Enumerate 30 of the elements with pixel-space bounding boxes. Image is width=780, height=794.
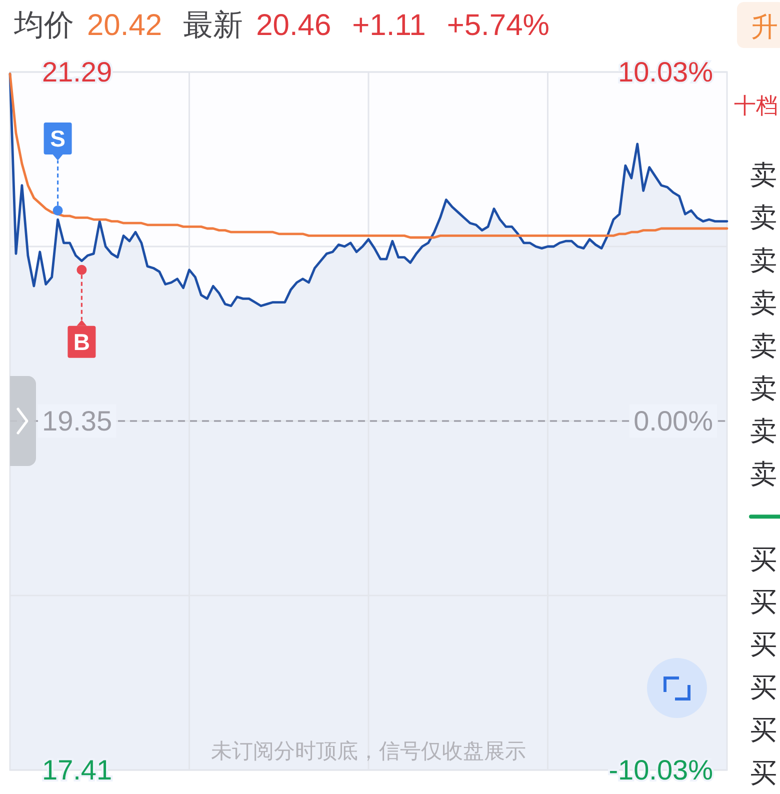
text: 卖 — [750, 288, 777, 318]
text: 20.46 — [256, 9, 332, 42]
y2-tick-label: 10.03% — [618, 56, 713, 88]
y-tick-label: 19.35 — [42, 406, 112, 436]
annotation: 未订阅分时顶底，信号仅收盘展示 — [211, 740, 526, 763]
text: +5.74% — [446, 9, 550, 42]
text: 卖 — [750, 416, 777, 446]
text: 买 — [750, 672, 777, 702]
text: 卖 — [750, 202, 777, 233]
text: 买 — [750, 544, 777, 574]
y2-tick-label: 0.00% — [634, 406, 713, 436]
text: 20.42 — [87, 9, 162, 42]
y2-tick-label: -10.03% — [608, 754, 713, 786]
text: 卖 — [750, 458, 777, 489]
y-tick-label: 21.29 — [42, 56, 112, 88]
text: 卖 — [750, 374, 777, 404]
text: 买 — [750, 758, 777, 788]
text: 升 — [751, 12, 778, 42]
text: 均价 — [13, 9, 74, 42]
text: 买 — [750, 630, 777, 660]
text: 最新 — [183, 9, 244, 42]
text: 十档 — [734, 93, 778, 118]
text: +1.11 — [352, 9, 426, 42]
y-tick-label: 17.41 — [42, 754, 112, 786]
text: 卖 — [750, 330, 777, 361]
text: 买 — [750, 715, 777, 746]
text: 卖 — [750, 245, 777, 276]
text: 买 — [750, 587, 777, 617]
legend-label: B — [73, 328, 90, 355]
text: 卖 — [750, 160, 777, 190]
